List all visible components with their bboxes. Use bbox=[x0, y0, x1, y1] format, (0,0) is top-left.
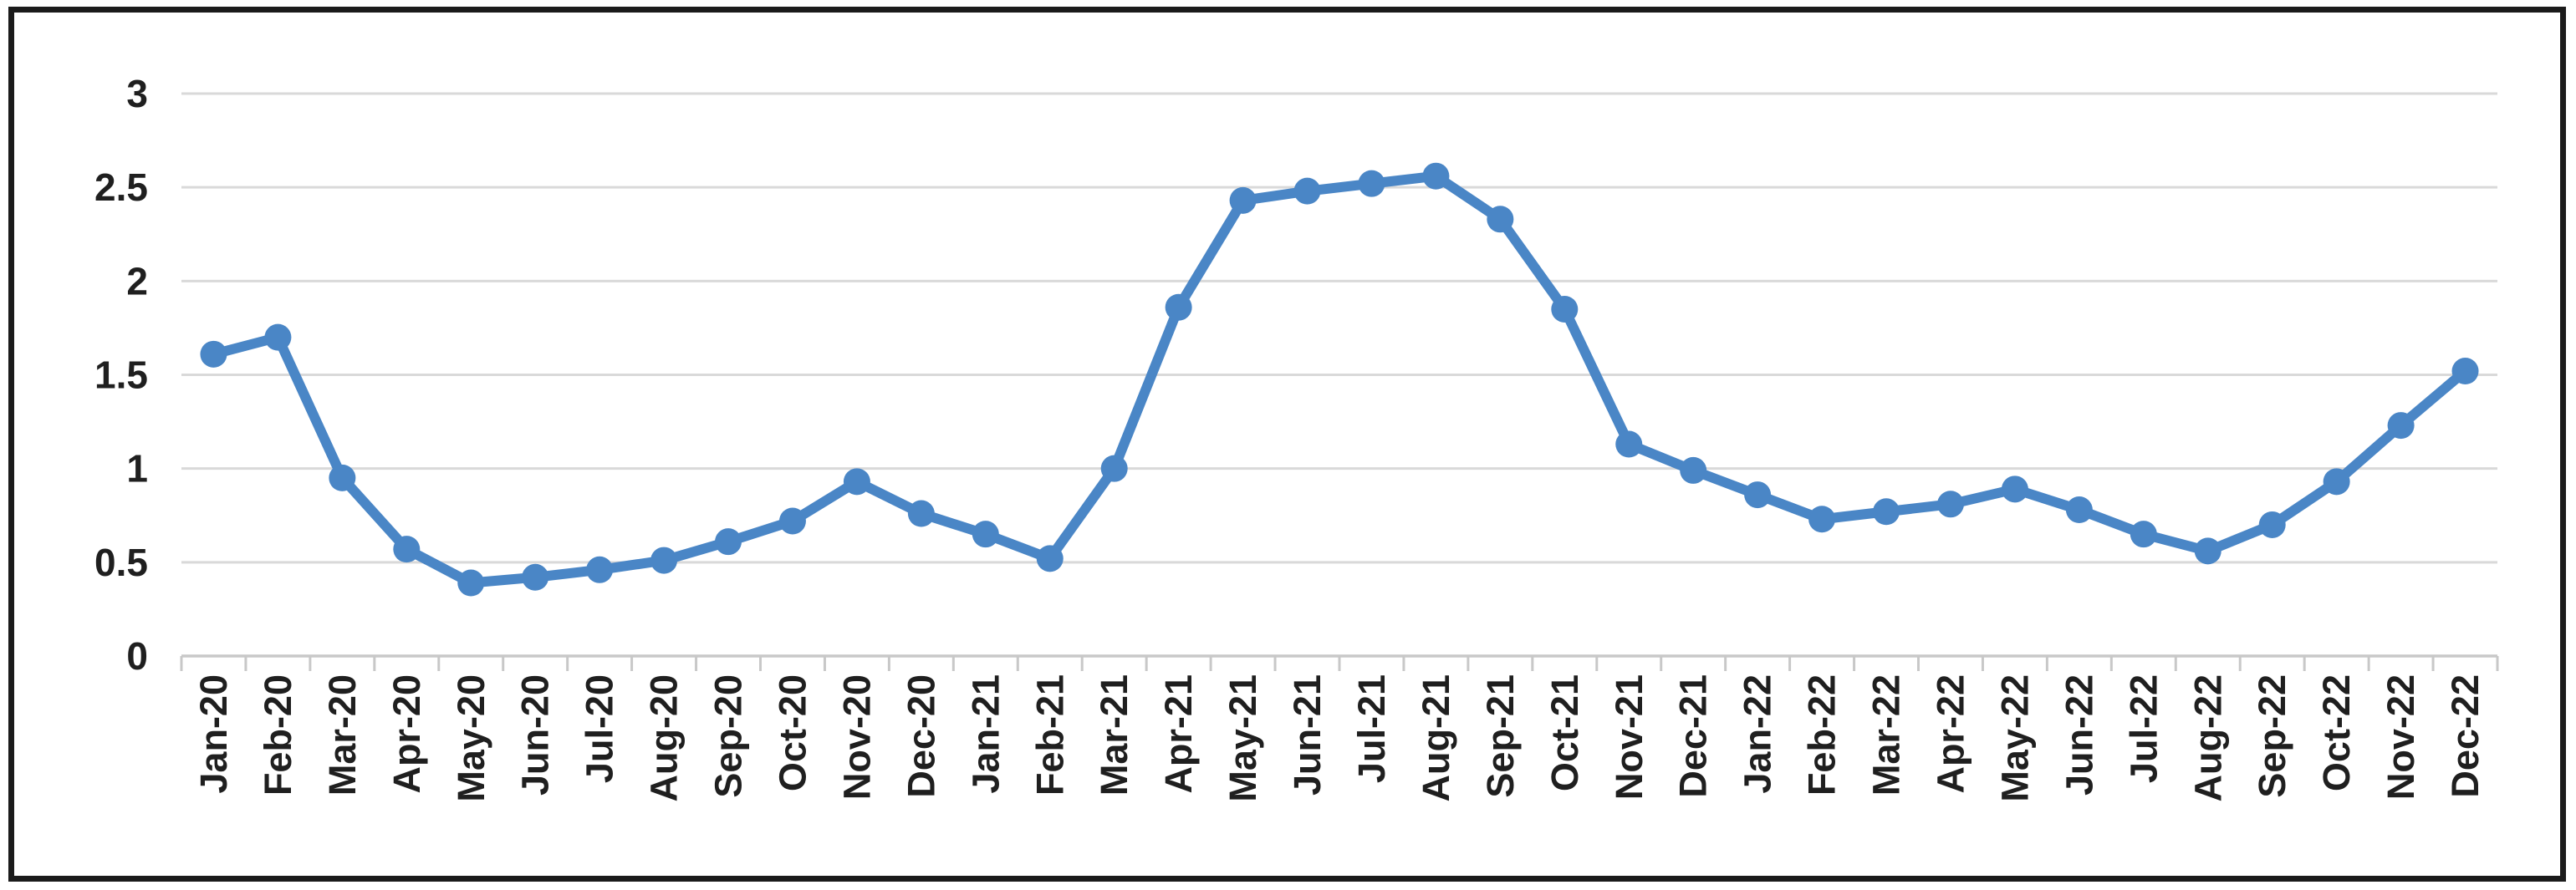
data-point bbox=[1358, 170, 1385, 197]
x-tick-label: Jul-21 bbox=[1350, 674, 1393, 783]
data-point bbox=[329, 464, 356, 491]
data-point bbox=[1036, 545, 1064, 572]
x-axis-labels: Jan-20 Feb-20 Mar-20 Apr-20 May-20 Jun-20 Jul-… bbox=[192, 674, 2487, 802]
y-tick-label: 3 bbox=[126, 72, 148, 115]
y-tick-label: 1 bbox=[126, 447, 148, 491]
x-tick-label: Jun-22 bbox=[2058, 674, 2100, 796]
x-tick-label: May-22 bbox=[1993, 674, 2036, 802]
x-tick-label: Apr-20 bbox=[385, 674, 428, 794]
data-point bbox=[2387, 412, 2415, 440]
x-axis bbox=[180, 654, 2499, 671]
data-point bbox=[1422, 162, 1450, 190]
data-point bbox=[1615, 430, 1643, 458]
x-tick-label: Dec-20 bbox=[900, 674, 942, 798]
x-tick-label: Sep-22 bbox=[2251, 674, 2293, 798]
data-point bbox=[2065, 496, 2093, 524]
data-point bbox=[1229, 186, 1257, 214]
x-tick-label: Aug-22 bbox=[2186, 674, 2229, 802]
data-point bbox=[1744, 481, 1772, 509]
data-point bbox=[2323, 468, 2350, 496]
line-chart: 0 0.5 1 1.5 2 2.5 3 Jan-20 Feb-20 Mar-20 Apr-20 May… bbox=[94, 72, 2499, 802]
data-point bbox=[1551, 295, 1579, 323]
gridlines bbox=[181, 92, 2497, 564]
x-tick-label: Sep-20 bbox=[707, 674, 750, 798]
x-tick-label: Feb-22 bbox=[1801, 674, 1844, 796]
data-point bbox=[907, 500, 935, 527]
data-point bbox=[264, 323, 292, 351]
x-tick-label: Mar-22 bbox=[1865, 674, 1908, 796]
x-tick-label: Oct-21 bbox=[1543, 674, 1586, 791]
x-tick-label: Jan-21 bbox=[964, 674, 1007, 794]
data-point bbox=[1873, 498, 1900, 526]
x-tick-label: Aug-20 bbox=[643, 674, 686, 802]
x-tick-label: Oct-20 bbox=[771, 674, 814, 791]
data-point bbox=[715, 528, 742, 556]
data-point bbox=[778, 507, 806, 535]
y-tick-label: 0.5 bbox=[94, 541, 148, 584]
data-point bbox=[843, 468, 870, 496]
data-point bbox=[2001, 476, 2028, 503]
x-tick-label: Nov-21 bbox=[1608, 674, 1650, 800]
data-point bbox=[1936, 491, 1964, 518]
x-tick-label: Oct-22 bbox=[2315, 674, 2358, 791]
series-line bbox=[208, 170, 2471, 588]
x-tick-label: Nov-20 bbox=[835, 674, 878, 800]
data-point bbox=[1487, 206, 1514, 233]
y-tick-label: 2.5 bbox=[94, 165, 148, 209]
data-point bbox=[200, 340, 227, 368]
y-axis-labels: 0 0.5 1 1.5 2 2.5 3 bbox=[94, 72, 148, 678]
x-tick-label: Aug-21 bbox=[1415, 674, 1457, 802]
data-point bbox=[522, 563, 549, 591]
data-point bbox=[972, 521, 999, 548]
chart-frame: 0 0.5 1 1.5 2 2.5 3 Jan-20 Feb-20 Mar-20 Apr-20 May… bbox=[8, 7, 2566, 882]
y-tick-label: 1.5 bbox=[94, 353, 148, 397]
data-point bbox=[2194, 537, 2221, 565]
data-series bbox=[200, 162, 2479, 597]
data-point bbox=[1808, 506, 1836, 533]
x-tick-label: May-20 bbox=[450, 674, 492, 802]
x-tick-label: Feb-20 bbox=[257, 674, 299, 796]
x-tick-label: Apr-22 bbox=[1929, 674, 1972, 794]
x-tick-label: Jun-20 bbox=[514, 674, 557, 796]
y-tick-label: 0 bbox=[126, 634, 148, 678]
x-tick-label: Jan-22 bbox=[1737, 674, 1779, 794]
x-tick-label: Jul-22 bbox=[2122, 674, 2165, 783]
data-point bbox=[2258, 511, 2286, 538]
data-point bbox=[457, 569, 485, 597]
data-point bbox=[1165, 293, 1192, 321]
x-tick-label: Dec-21 bbox=[1672, 674, 1715, 798]
x-tick-label: Mar-20 bbox=[321, 674, 364, 796]
x-tick-label: Sep-21 bbox=[1479, 674, 1522, 798]
x-tick-label: Jul-20 bbox=[579, 674, 621, 783]
x-tick-label: Nov-22 bbox=[2380, 674, 2422, 800]
x-tick-label: Mar-21 bbox=[1093, 674, 1135, 796]
x-tick-label: Jun-21 bbox=[1286, 674, 1329, 796]
x-tick-label: Jan-20 bbox=[192, 674, 235, 794]
data-point bbox=[2451, 358, 2479, 385]
x-tick-label: May-21 bbox=[1222, 674, 1264, 802]
data-point bbox=[586, 556, 614, 583]
data-point bbox=[393, 536, 421, 563]
data-point bbox=[1680, 456, 1707, 484]
data-point bbox=[1100, 455, 1128, 482]
data-point bbox=[650, 547, 678, 574]
data-point bbox=[2130, 521, 2157, 548]
x-tick-label: Dec-22 bbox=[2444, 674, 2487, 798]
x-tick-label: Feb-21 bbox=[1028, 674, 1071, 796]
data-point bbox=[1293, 177, 1321, 205]
x-tick-label: Apr-21 bbox=[1157, 674, 1200, 794]
y-tick-label: 2 bbox=[126, 259, 148, 303]
